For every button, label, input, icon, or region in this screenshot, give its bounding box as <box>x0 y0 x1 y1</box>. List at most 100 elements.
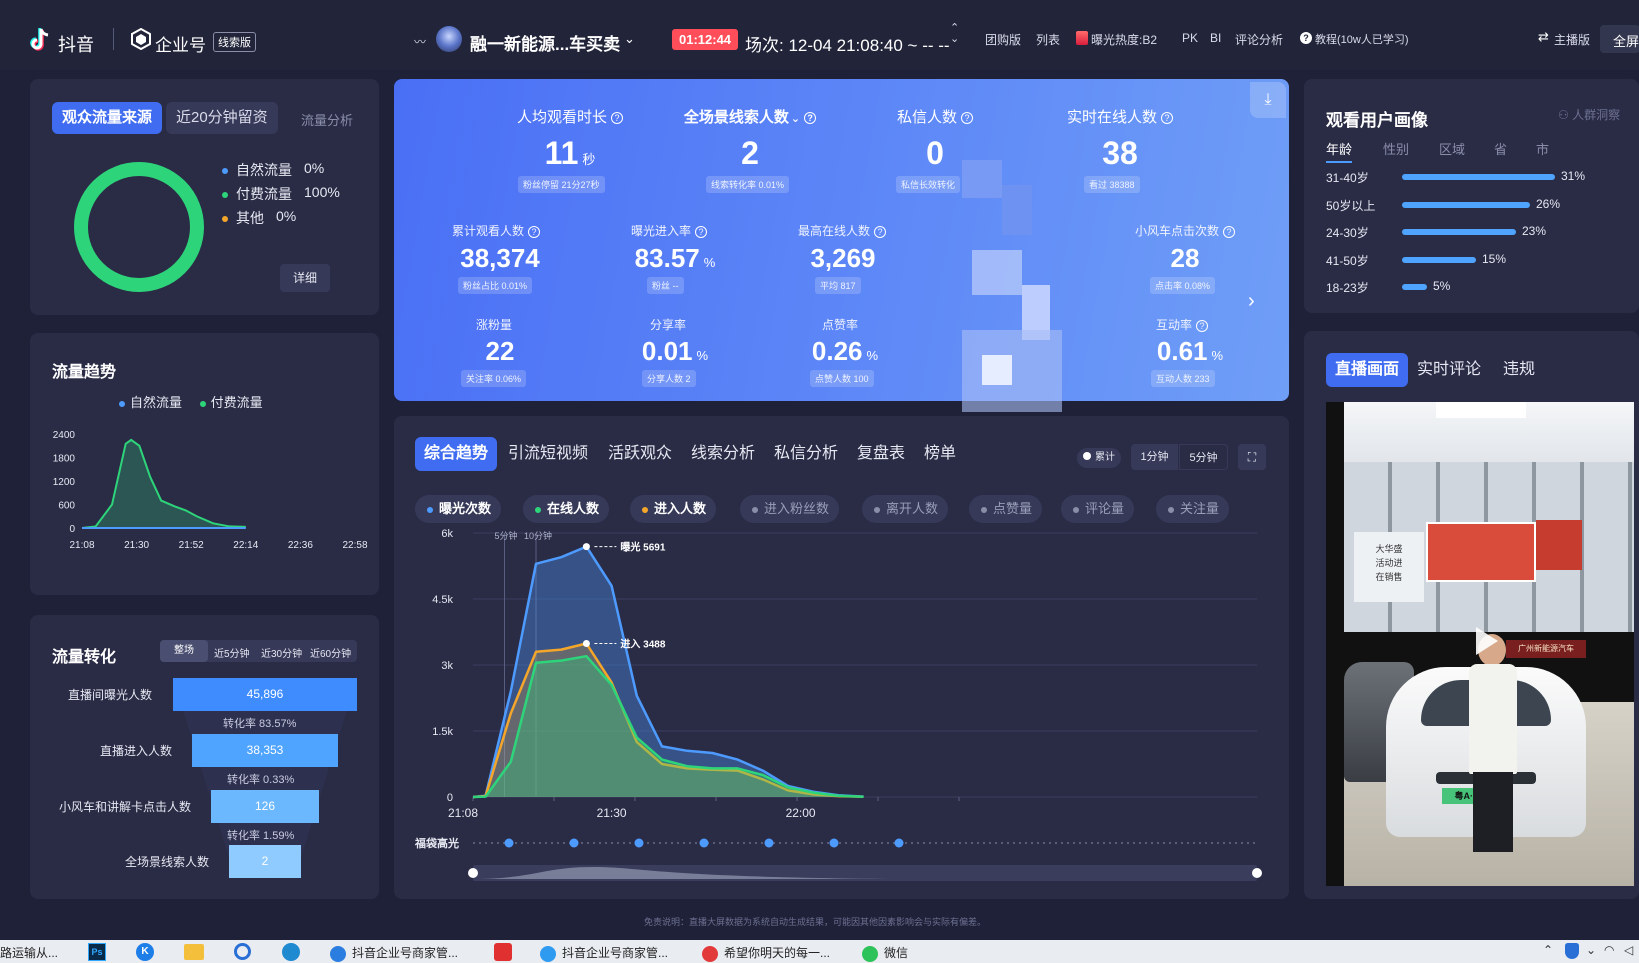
age-row: 31-40岁 31% <box>1326 169 1585 186</box>
crowd-insight-link[interactable]: ⚇ 人群洞察 <box>1558 106 1620 123</box>
range-tab-60min[interactable]: 近60分钟 <box>310 649 352 660</box>
download-icon[interactable]: ⤓ <box>1250 82 1286 118</box>
metric-sub: 粉丝停留 21分27秒 <box>518 176 605 193</box>
brand-name: 抖音 <box>58 35 94 55</box>
tab-review-table[interactable]: 复盘表 <box>857 445 906 462</box>
link-list[interactable]: 列表 <box>1036 33 1061 47</box>
portrait-tab-region[interactable]: 区域 <box>1439 142 1466 157</box>
metric-title[interactable]: 全场景线索人数 ⌄? <box>680 106 820 127</box>
chip-online[interactable]: 在线人数 <box>523 495 610 523</box>
shield-icon[interactable] <box>1565 943 1579 959</box>
wps-icon[interactable] <box>494 943 512 961</box>
folder-icon[interactable] <box>184 944 204 960</box>
legend-dot <box>119 400 125 407</box>
chip-exposure[interactable]: 曝光次数 <box>415 495 502 523</box>
anchor-mode-button[interactable]: 主播版 <box>1554 33 1591 47</box>
interval-5min[interactable]: 5分钟 <box>1179 444 1228 470</box>
chip-label: 在线人数 <box>547 501 600 516</box>
legend-dot <box>222 192 228 199</box>
help-icon: ? <box>1196 319 1209 332</box>
tutorial-link[interactable]: 教程(10w人已学习) <box>1315 34 1409 46</box>
metric-value-text: 3,269 <box>810 243 876 273</box>
tab-recent-leads[interactable]: 近20分钟留资 <box>166 102 278 134</box>
x-tick-label: 21:30 <box>597 806 627 820</box>
chip-likes[interactable]: 点赞量 <box>969 495 1043 523</box>
range-tab-5min[interactable]: 近5分钟 <box>214 649 250 660</box>
taskbar-item[interactable]: 抖音企业号商家管... <box>330 944 458 962</box>
paid-traffic-area <box>82 439 246 528</box>
range-tab-all[interactable]: 整场 <box>160 640 208 662</box>
tab-short-video[interactable]: 引流短视频 <box>508 445 589 462</box>
chevron-down-icon[interactable]: ⌄ <box>1586 943 1597 957</box>
expand-icon[interactable]: ⛶ <box>1238 444 1266 470</box>
chip-follows[interactable]: 关注量 <box>1156 495 1230 523</box>
range-tab-30min[interactable]: 近30分钟 <box>261 649 303 660</box>
fullscreen-button[interactable]: 全屏 <box>1600 25 1639 53</box>
tab-lead-analysis[interactable]: 线索分析 <box>691 445 756 462</box>
tab-ranking[interactable]: 榜单 <box>924 445 957 462</box>
tab-overall-trend[interactable]: 综合趋势 <box>415 437 498 471</box>
chip-label: 离开人数 <box>886 501 939 516</box>
chip-dot <box>535 506 541 513</box>
search-icon[interactable] <box>234 943 251 960</box>
highlight-point <box>634 838 644 848</box>
metric-value: 83.57% <box>620 243 730 274</box>
chip-fans-entered[interactable]: 进入粉丝数 <box>740 495 840 523</box>
funnel-bar: 38,353 <box>192 734 338 767</box>
metric-value: 2 <box>680 135 820 172</box>
k-app-icon[interactable]: K <box>136 943 154 961</box>
metric-title: 涨粉量 <box>476 318 513 332</box>
chip-left[interactable]: 离开人数 <box>862 495 949 523</box>
portrait-tab-gender[interactable]: 性别 <box>1383 142 1410 157</box>
chevron-down-icon[interactable]: ⌄ <box>624 31 635 46</box>
tab-active-audience[interactable]: 活跃观众 <box>608 445 673 462</box>
tab-dm-analysis[interactable]: 私信分析 <box>774 445 839 462</box>
taskbar-item[interactable]: 微信 <box>862 944 908 962</box>
link-pk[interactable]: PK <box>1182 31 1199 45</box>
taskbar-item[interactable]: 希望你明天的每一... <box>702 944 830 962</box>
wifi-icon[interactable]: ◠ <box>1604 943 1615 957</box>
link-bi[interactable]: BI <box>1210 31 1222 45</box>
metric-value-text: 38,374 <box>460 243 540 273</box>
taskbar-item[interactable]: 抖音企业号商家管... <box>540 944 668 962</box>
cumulative-toggle[interactable]: 累计 <box>1077 448 1121 468</box>
taskbar-item[interactable]: 路运输从... <box>0 946 59 960</box>
network-icon[interactable] <box>282 943 300 961</box>
photoshop-icon[interactable]: Ps <box>88 943 106 961</box>
tab-live-comments[interactable]: 实时评论 <box>1417 361 1482 378</box>
portrait-tab-province[interactable]: 省 <box>1494 142 1508 157</box>
chevron-right-icon[interactable]: › <box>1248 290 1255 312</box>
tray-up-icon[interactable]: ⌃ <box>1543 943 1554 957</box>
help-icon: ? <box>528 225 541 238</box>
tab-audience-source[interactable]: 观众流量来源 <box>52 102 163 134</box>
help-icon: ? <box>611 112 623 125</box>
link-group-buy[interactable]: 团购版 <box>985 33 1022 47</box>
metric-sub: 粉丝占比 0.01% <box>458 277 533 294</box>
portrait-tab-city[interactable]: 市 <box>1536 142 1550 157</box>
tab-violations[interactable]: 违规 <box>1503 361 1536 378</box>
avatar[interactable] <box>436 26 462 52</box>
detail-button[interactable]: 详细 <box>280 264 330 292</box>
room-name[interactable]: 融一新能源...车买卖 <box>470 35 621 54</box>
tab-traffic-analysis[interactable]: 流量分析 <box>301 113 354 128</box>
browser-icon <box>540 945 556 962</box>
portrait-tab-age[interactable]: 年龄 <box>1326 139 1353 163</box>
annotation-label: 进入 3488 <box>620 638 665 651</box>
collapse-icon[interactable]: ⌃ ⌄ <box>950 22 960 45</box>
age-value: 5% <box>1433 279 1451 293</box>
metric-sub: 私信长效转化 <box>896 176 961 193</box>
chip-entered[interactable]: 进入人数 <box>630 495 717 523</box>
chip-dot <box>642 506 648 513</box>
chip-comments[interactable]: 评论量 <box>1061 495 1135 523</box>
metric-sub: 点赞人数 100 <box>810 370 874 387</box>
link-exposure-heat[interactable]: 曝光热度:B2 <box>1091 33 1158 47</box>
speaker-icon[interactable]: ◁ <box>1624 943 1634 957</box>
live-video[interactable]: 大华盛 活动进 在销售 广州新能源汽车 粤A·D79 <box>1326 402 1634 886</box>
chip-dot <box>1168 506 1174 513</box>
link-comment-analysis[interactable]: 评论分析 <box>1235 33 1284 47</box>
interval-1min[interactable]: 1分钟 <box>1131 444 1178 470</box>
play-icon[interactable] <box>1476 627 1498 655</box>
tab-live-screen[interactable]: 直播画面 <box>1326 353 1409 387</box>
taskbar-item-label: 微信 <box>884 946 909 960</box>
